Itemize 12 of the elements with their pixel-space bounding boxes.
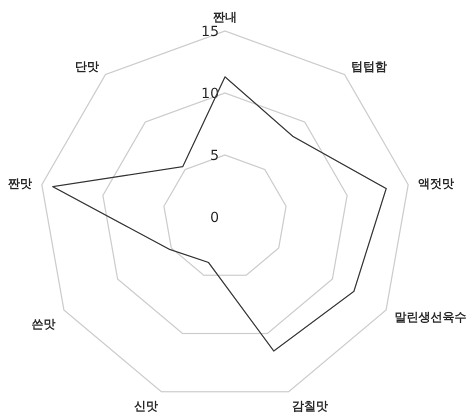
spoke-label: 액젓맛 [418, 176, 454, 191]
spoke-label: 짠맛 [8, 176, 32, 191]
y-tick-label: 0 [210, 210, 219, 226]
spoke-label: 감칠맛 [292, 398, 328, 413]
spoke-label: 신맛 [134, 398, 158, 413]
spoke-label: 말린생선육수 [394, 310, 467, 324]
y-tick-label: 5 [210, 148, 219, 164]
spoke-label: 짠내 [213, 10, 237, 24]
spoke-label: 단맛 [75, 59, 100, 74]
y-tick-label: 15 [201, 24, 219, 40]
spoke-label: 텁텁함 [350, 59, 387, 74]
spoke-label: 쓴맛 [31, 317, 56, 331]
